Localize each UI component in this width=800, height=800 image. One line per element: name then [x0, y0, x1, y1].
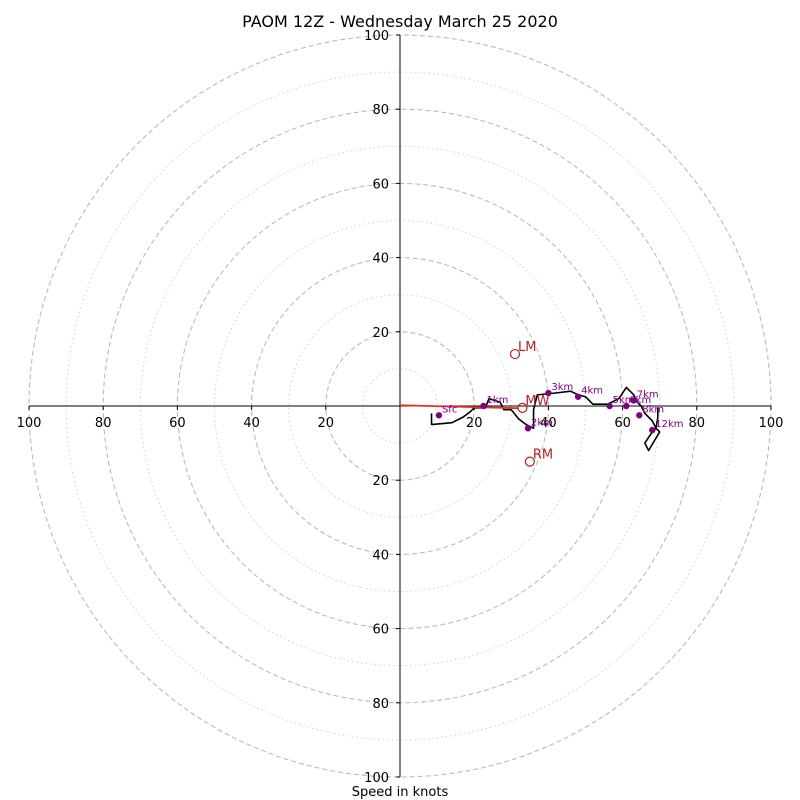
height-marker-label: 2km [531, 417, 553, 428]
height-marker [649, 426, 656, 434]
tick-labels: 100 80 60 40 20 20 40 60 80 100 100 80 60 40 20 20 40 60 8… [17, 29, 784, 786]
storm-motion-label: MW [525, 394, 549, 409]
y-tick-label: 100 [364, 771, 389, 786]
height-marker [545, 389, 552, 397]
y-tick-label: 40 [372, 252, 389, 267]
x-axis-label: Speed in knots [352, 785, 449, 800]
mean-wind-line [399, 404, 519, 410]
mean-wind [399, 404, 519, 410]
x-tick-label: 60 [614, 416, 631, 431]
storm-motion-marker [517, 402, 528, 413]
y-tick-label: 60 [372, 177, 389, 192]
height-marker-label: 12km [655, 419, 683, 430]
height-marker-label: Sfc [442, 404, 457, 415]
storm-motion-marker [524, 456, 535, 467]
height-marker [636, 412, 643, 419]
chart-title: PAOM 12Z - Wednesday March 25 2020 [242, 12, 558, 31]
height-marker [524, 425, 532, 432]
x-tick-label: 20 [318, 416, 335, 431]
x-tick-label: 20 [466, 416, 483, 431]
y-tick-label: 60 [372, 623, 389, 638]
height-marker [606, 402, 613, 410]
x-tick-label: 100 [17, 416, 42, 431]
storm-motion-label: RM [533, 448, 553, 463]
height-marker-label: 4km [581, 386, 603, 397]
storm-motion-label: LM [518, 340, 536, 355]
height-marker-label: 5km [613, 395, 635, 406]
y-tick-label: 20 [372, 326, 389, 341]
y-tick-label: 80 [372, 697, 389, 712]
height-marker-label: 8km [642, 404, 664, 415]
x-tick-label: 100 [759, 416, 784, 431]
storm-motions: LM MW RM [509, 340, 553, 467]
height-marker [480, 402, 487, 410]
height-marker [574, 393, 582, 400]
x-tick-label: 40 [540, 416, 557, 431]
height-marker-label: 7km [637, 389, 659, 400]
y-tick-label: 80 [372, 103, 389, 118]
x-tick-label: 80 [95, 416, 112, 431]
y-tick-label: 40 [372, 548, 389, 563]
x-tick-label: 40 [243, 416, 260, 431]
x-tick-label: 80 [689, 416, 706, 431]
y-tick-label: 20 [372, 474, 389, 489]
height-marker [435, 412, 443, 419]
height-marker-label: 3km [551, 382, 573, 393]
x-tick-label: 60 [169, 416, 186, 431]
y-tick-label: 100 [364, 29, 389, 44]
height-marker-label: 6km [629, 395, 651, 406]
height-marker-label: 1km [486, 395, 508, 406]
height-marker [623, 402, 630, 410]
height-marker [630, 397, 637, 404]
storm-motion-marker [509, 348, 521, 360]
